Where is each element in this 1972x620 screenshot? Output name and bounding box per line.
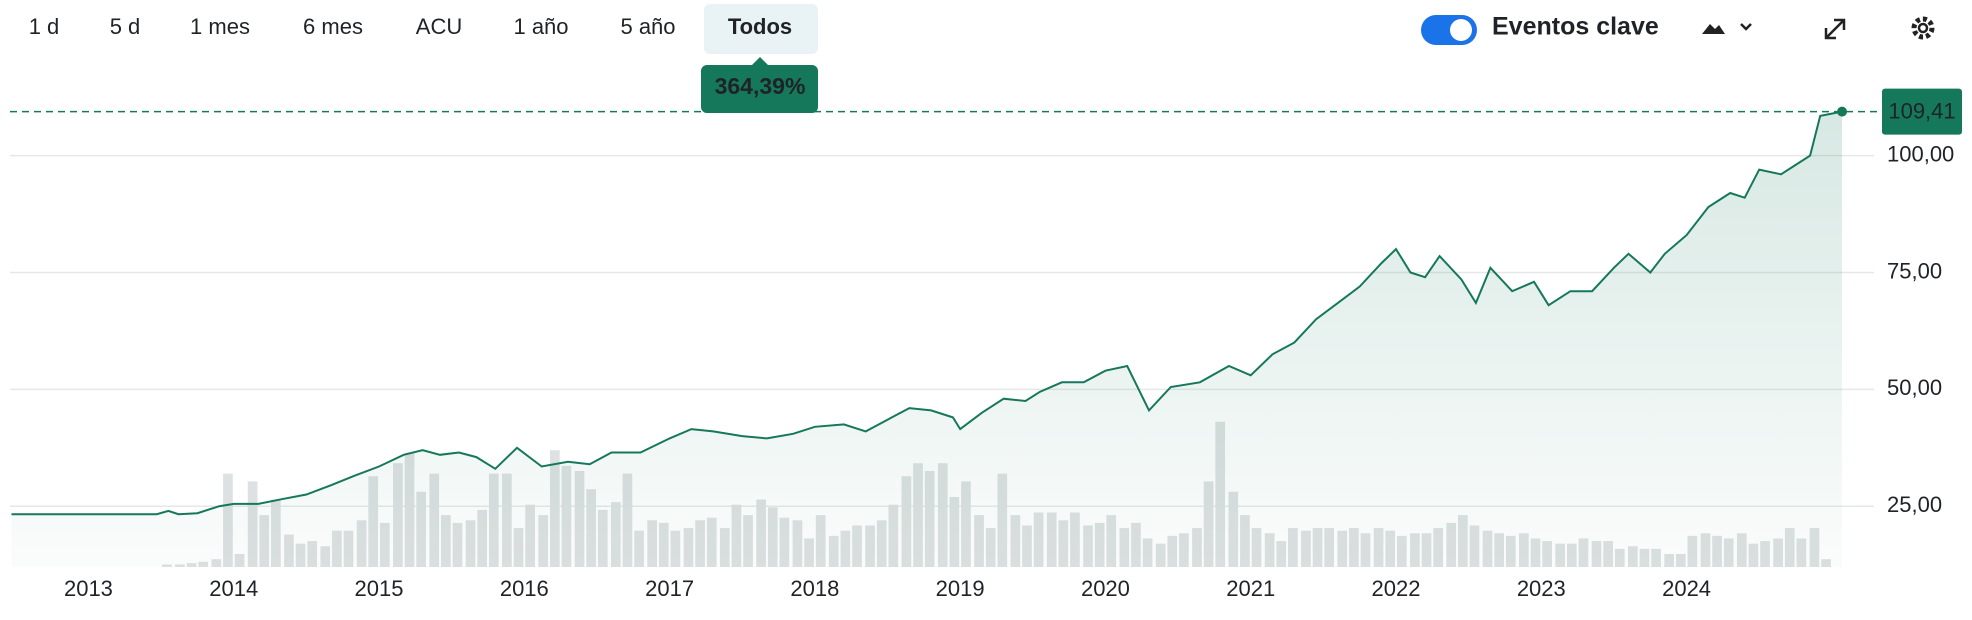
settings-icon[interactable] [1911, 16, 1935, 40]
x-tick-label: 2014 [209, 576, 258, 601]
y-tick-label: 50,00 [1887, 375, 1942, 400]
range-button[interactable]: 5 año [620, 14, 675, 39]
x-tick-label: 2023 [1517, 576, 1566, 601]
range-button[interactable]: Todos [728, 14, 792, 39]
settings-icon-core [1917, 22, 1929, 34]
x-tick-label: 2019 [936, 576, 985, 601]
y-tick-label: 100,00 [1887, 141, 1954, 166]
x-tick-label: 2016 [500, 576, 549, 601]
area [11, 111, 1843, 567]
y-tick-label: 25,00 [1887, 492, 1942, 517]
range-button[interactable]: ACU [416, 14, 462, 39]
x-tick-label: 2024 [1662, 576, 1711, 601]
chart-type-icon[interactable] [1702, 24, 1725, 34]
y-tick-label: 75,00 [1887, 258, 1942, 283]
x-tick-label: 2013 [64, 576, 113, 601]
last-price-label: 109,41 [1888, 98, 1955, 123]
range-button[interactable]: 6 mes [303, 14, 363, 39]
expand-icon[interactable] [1824, 18, 1846, 40]
x-tick-label: 2021 [1226, 576, 1275, 601]
price-line [11, 110, 1843, 516]
last-point [1837, 106, 1848, 117]
range-button[interactable]: 1 mes [190, 14, 250, 39]
x-tick-label: 2015 [355, 576, 404, 601]
toggle-knob [1450, 19, 1472, 41]
x-tick-label: 2017 [645, 576, 694, 601]
x-tick-label: 2020 [1081, 576, 1130, 601]
tooltip-box [701, 57, 818, 113]
range-button[interactable]: 5 d [110, 14, 141, 39]
events-label[interactable]: Eventos clave [1492, 13, 1659, 41]
range-button[interactable]: 1 d [29, 14, 60, 39]
x-tick-label: 2018 [790, 576, 839, 601]
x-tick-label: 2022 [1372, 576, 1421, 601]
range-button[interactable]: 1 año [513, 14, 568, 39]
last-price-box [1882, 88, 1962, 135]
selected-range-bg [704, 4, 818, 54]
dropdown-icon [1740, 23, 1752, 31]
change-label: 364,39% [715, 73, 806, 99]
